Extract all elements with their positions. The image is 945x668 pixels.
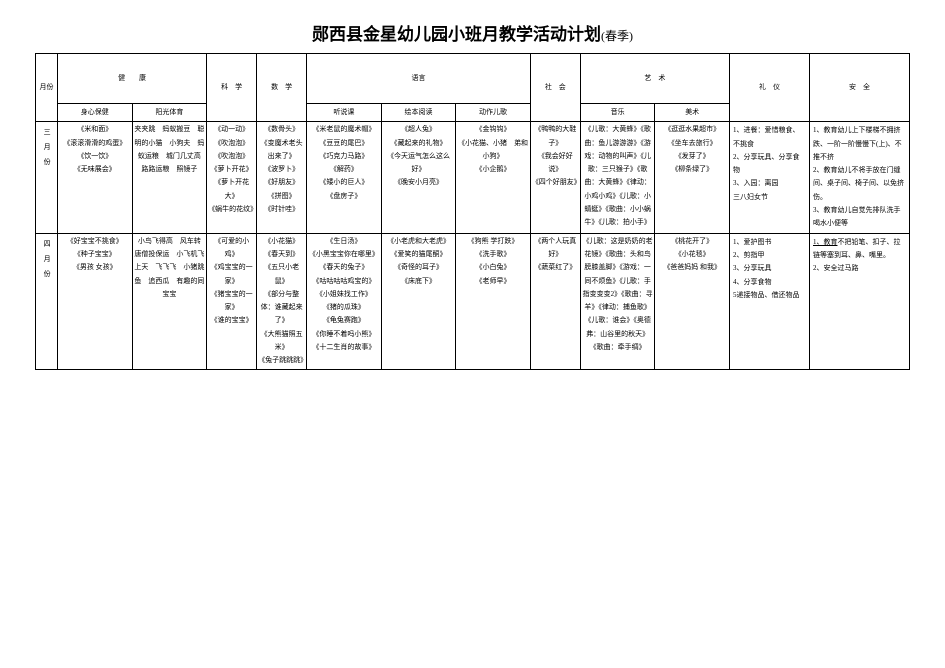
header-safety: 安 全 xyxy=(810,54,910,122)
page-title: 郧西县金星幼儿园小班月教学活动计划(春季) xyxy=(35,20,910,45)
cell-sun: 夹夹跳 蚂蚁搬豆 聪明的小猫 小狗夫 蚂蚁运粮 城门几丈高 路路运粮 照镜子 xyxy=(132,122,207,233)
cell-art2: 《逛逛水果超市》《坐车去旅行》《发芽了》《柳条绿了》 xyxy=(655,122,730,233)
header-science: 科 学 xyxy=(207,54,257,122)
cell-month: 四月份 xyxy=(36,233,58,369)
cell-math: 《数骨头》《变魔术老头出来了》《波罗卜》《好朋友》《拼图》《时针哇》 xyxy=(257,122,307,233)
cell-sun: 小鸟飞得高 风车转 唐僧投保运 小飞机飞上天 飞飞飞 小猪跳鱼 追西瓜 有趣的同… xyxy=(132,233,207,369)
cell-action: 《狗熊 学打跌》《洗手歌》《小白兔》《老师早》 xyxy=(456,233,531,369)
sub-picture: 绘本阅读 xyxy=(381,104,456,122)
header-language: 语言 xyxy=(307,54,531,104)
cell-science: 《可爱的小鸡》《鸡宝宝的一家》《猪宝宝的一家》《谁的宝宝》 xyxy=(207,233,257,369)
sub-art2: 美术 xyxy=(655,104,730,122)
header-math: 数 学 xyxy=(257,54,307,122)
header-etiquette: 礼 仪 xyxy=(730,54,810,122)
sub-sun: 阳光体育 xyxy=(132,104,207,122)
cell-math: 《小花猫》《春天到》《五只小老鼠》《部分与整体：谁藏起来了》《大熊猫照五米》《兔… xyxy=(257,233,307,369)
cell-body: 《好宝宝不挑食》《种子宝宝》《男孩 女孩》 xyxy=(58,233,133,369)
header-health: 健 康 xyxy=(58,54,207,104)
table-row: 四月份 《好宝宝不挑食》《种子宝宝》《男孩 女孩》 小鸟飞得高 风车转 唐僧投保… xyxy=(36,233,910,369)
cell-body: 《米和面》《滚滚滑滑的鸡蛋》《饮一饮》《无味展会》 xyxy=(58,122,133,233)
sub-listen: 听说课 xyxy=(307,104,382,122)
table-row: 三月份 《米和面》《滚滚滑滑的鸡蛋》《饮一饮》《无味展会》 夹夹跳 蚂蚁搬豆 聪… xyxy=(36,122,910,233)
cell-listen: 《生日汤》《小黑宝宝你在哪里》《春天的兔子》《咕咕咕咕鸡宝的》《小姐妹找工作》《… xyxy=(307,233,382,369)
cell-safety: 1、教育幼儿上下楼梯不拥挤跌、一阶一阶慢慢下(上)、不推不挤2、教育幼儿不将手放… xyxy=(810,122,910,233)
cell-month: 三月份 xyxy=(36,122,58,233)
sub-action: 动作儿歌 xyxy=(456,104,531,122)
cell-safety: 1、教育不把铅笔、扣子、拉链等塞到耳、鼻、嘴里。2、安全过马路 xyxy=(810,233,910,369)
cell-music: 《儿歌：大黄蜂》《歌曲：鱼儿游游游》《游戏：动物的叫声》《儿歌：三只猴子》《歌曲… xyxy=(580,122,655,233)
cell-action: 《金钩钩》《小花猫、小猪 弟和小狗》《小企鹅》 xyxy=(456,122,531,233)
cell-picture: 《小老虎和大老虎》《爱笑的猫尾酮》《奇怪的耳子》《床底下》 xyxy=(381,233,456,369)
cell-listen: 《米老鼠的魔术帽》《豆豆的尾巴》《巧克力马路》《解药》《矮小的巨人》《盘房子》 xyxy=(307,122,382,233)
cell-picture: 《超人兔》《藏起来的礼物》《今天运气怎么这么好》《晚安小月亮》 xyxy=(381,122,456,233)
cell-social: 《两个人玩真好》《蔬菜红了》 xyxy=(530,233,580,369)
sub-music: 音乐 xyxy=(580,104,655,122)
cell-etiquette: 1、爱护图书2、剪指甲3、分享玩具4、分享食物5递接物品、借还物品 xyxy=(730,233,810,369)
header-month: 月份 xyxy=(36,54,58,122)
header-social: 社 会 xyxy=(530,54,580,122)
header-art: 艺 术 xyxy=(580,54,729,104)
cell-music: 《儿歌：这是奶奶的老花镜》《歌曲：头和鸟膀膝盖脚》《游戏：一同不烦鱼》《儿歌：手… xyxy=(580,233,655,369)
cell-science: 《动一动》《吹泡泡》《吹泡泡》《萝卜开花》《萝卜开花大》《蜗牛的花纹》 xyxy=(207,122,257,233)
cell-art2: 《桃花开了》《小花毯》《爸爸妈妈 和我》 xyxy=(655,233,730,369)
cell-social: 《鸭鸭的大鞋子》《我会好好说》《四个好朋友》 xyxy=(530,122,580,233)
schedule-table: 月份 健 康 科 学 数 学 语言 社 会 艺 术 礼 仪 安 全 身心保健 阳… xyxy=(35,53,910,370)
cell-etiquette: 1、进餐：爱惜粮食、不挑食2、分享玩具、分享食物3、入园：离园三八妇女节 xyxy=(730,122,810,233)
sub-body: 身心保健 xyxy=(58,104,133,122)
